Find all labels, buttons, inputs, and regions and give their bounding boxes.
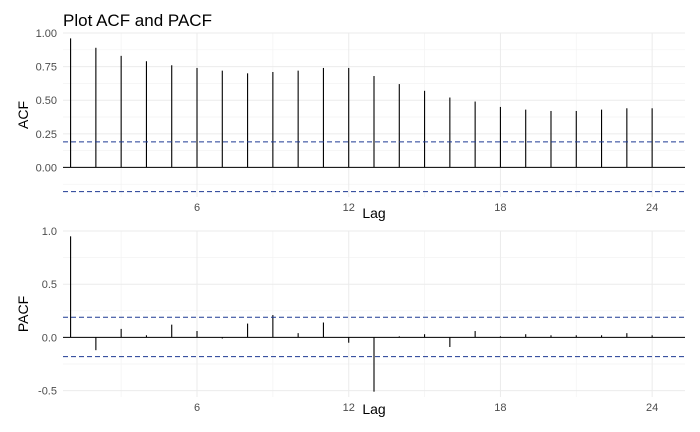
pacf-y-tick-label: -0.5 <box>38 386 57 398</box>
pacf-x-tick-label: 24 <box>646 402 658 414</box>
pacf-x-tick-label: 18 <box>494 402 506 414</box>
pacf-y-tick-label: 0.0 <box>42 332 57 344</box>
acf-x-axis-title: Lag <box>362 205 385 221</box>
pacf-x-tick-label: 6 <box>194 402 200 414</box>
pacf-y-tick-label: 0.5 <box>42 279 57 291</box>
acf-y-tick-label: 0.00 <box>36 162 57 174</box>
acf-y-tick-label: 1.00 <box>36 28 57 40</box>
acf-y-tick-label: 0.25 <box>36 129 57 141</box>
pacf-y-axis-title: PACF <box>15 296 31 332</box>
acf-x-tick-label: 6 <box>194 202 200 214</box>
pacf-y-tick-label: 1.0 <box>42 226 57 238</box>
acf-y-axis-title: ACF <box>15 101 31 129</box>
acf-y-tick-label: 0.75 <box>36 62 57 74</box>
acf-panel: 0.00 0.25 0.50 0.75 1.00 6 12 18 24 Lag ACF Plot AC… <box>15 11 685 221</box>
pacf-panel: -0.5 0.0 0.5 1.0 6 12 18 24 Lag PACF <box>15 226 685 417</box>
chart-title: Plot ACF and PACF <box>63 11 212 30</box>
pacf-x-tick-label: 12 <box>343 402 355 414</box>
acf-y-tick-label: 0.50 <box>36 95 57 107</box>
acf-x-tick-label: 24 <box>646 202 658 214</box>
acf-x-tick-label: 12 <box>343 202 355 214</box>
acf-x-tick-label: 18 <box>494 202 506 214</box>
pacf-x-axis-title: Lag <box>362 401 385 417</box>
